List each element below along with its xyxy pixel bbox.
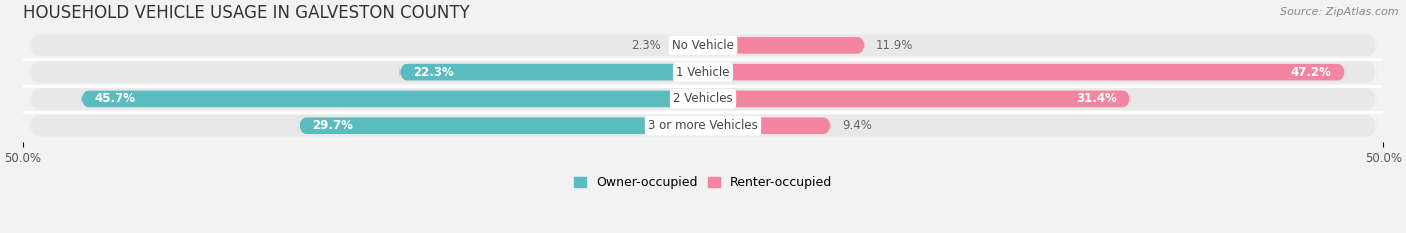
Text: Source: ZipAtlas.com: Source: ZipAtlas.com: [1281, 7, 1399, 17]
FancyBboxPatch shape: [399, 64, 703, 80]
FancyBboxPatch shape: [703, 37, 865, 54]
Text: 22.3%: 22.3%: [413, 66, 454, 79]
FancyBboxPatch shape: [30, 62, 1376, 83]
FancyBboxPatch shape: [30, 35, 1376, 56]
Text: No Vehicle: No Vehicle: [672, 39, 734, 52]
Text: 2 Vehicles: 2 Vehicles: [673, 93, 733, 105]
FancyBboxPatch shape: [672, 37, 703, 54]
Text: 45.7%: 45.7%: [94, 93, 136, 105]
Text: 47.2%: 47.2%: [1291, 66, 1331, 79]
FancyBboxPatch shape: [703, 91, 1130, 107]
Text: 31.4%: 31.4%: [1076, 93, 1116, 105]
FancyBboxPatch shape: [299, 117, 703, 134]
Text: 3 or more Vehicles: 3 or more Vehicles: [648, 119, 758, 132]
Legend: Owner-occupied, Renter-occupied: Owner-occupied, Renter-occupied: [568, 171, 838, 194]
FancyBboxPatch shape: [82, 91, 703, 107]
Text: 29.7%: 29.7%: [312, 119, 353, 132]
Text: 1 Vehicle: 1 Vehicle: [676, 66, 730, 79]
Text: 11.9%: 11.9%: [876, 39, 912, 52]
FancyBboxPatch shape: [30, 115, 1376, 137]
FancyBboxPatch shape: [30, 88, 1376, 110]
Text: HOUSEHOLD VEHICLE USAGE IN GALVESTON COUNTY: HOUSEHOLD VEHICLE USAGE IN GALVESTON COU…: [22, 4, 470, 22]
FancyBboxPatch shape: [703, 64, 1346, 80]
FancyBboxPatch shape: [703, 117, 831, 134]
Text: 9.4%: 9.4%: [842, 119, 872, 132]
Text: 2.3%: 2.3%: [631, 39, 661, 52]
